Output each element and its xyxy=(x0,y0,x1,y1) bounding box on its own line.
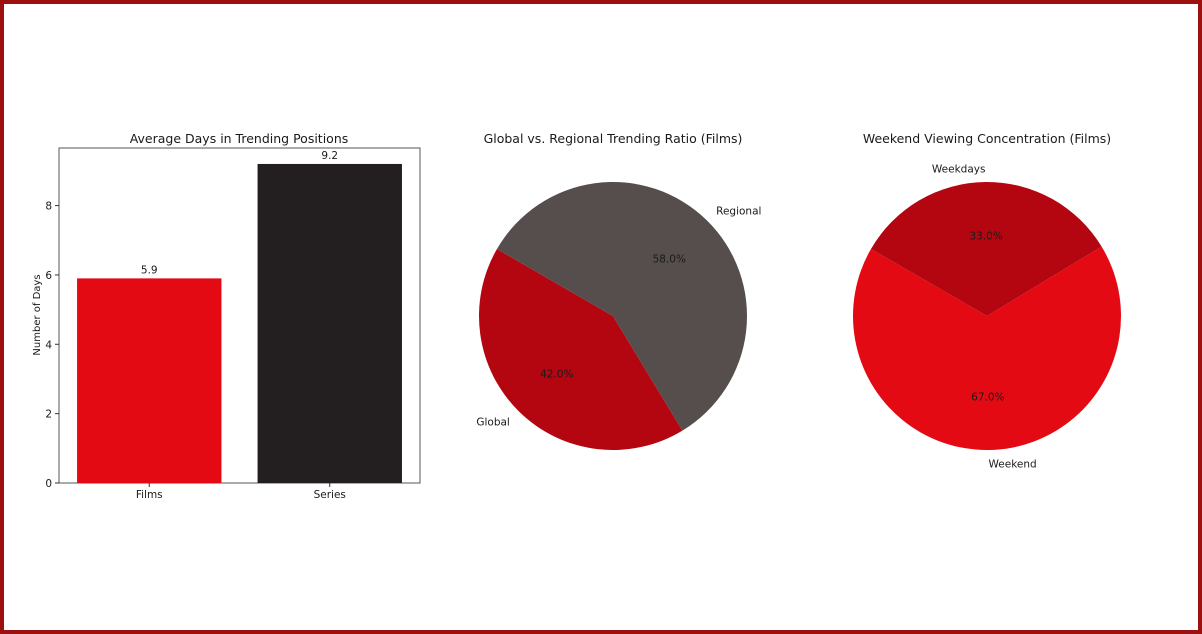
bar-chart-title: Average Days in Trending Positions xyxy=(130,131,349,146)
bar-chart-bars: 5.9 9.2 xyxy=(77,150,402,483)
bar-films xyxy=(77,278,222,483)
bar-chart: Average Days in Trending Positions 0 2 4 6 8… xyxy=(32,131,421,501)
pie-slice-weekdays xyxy=(870,182,1102,316)
x-tick-label: Series xyxy=(314,489,346,501)
bar-chart-y-axis-label: Number of Days xyxy=(32,274,43,355)
pie-slice-weekend xyxy=(852,246,1121,451)
pie-label-weekend: Weekend xyxy=(989,458,1037,470)
pie-pct-label: 33.0% xyxy=(969,231,1002,243)
pie-chart-weekend-weekdays: Weekend Viewing Concentration (Films) 67… xyxy=(852,131,1121,470)
bar-chart-plot-area xyxy=(58,147,421,484)
y-tick-label: 8 xyxy=(45,201,52,213)
pie-slice-regional xyxy=(496,181,748,431)
pie-slice-global xyxy=(479,249,683,450)
bar-chart-y-axis: 0 2 4 6 8 xyxy=(45,201,59,490)
bar-value-label: 9.2 xyxy=(321,150,338,162)
bar-value-label: 5.9 xyxy=(141,264,158,276)
bar-chart-x-axis: Films Series xyxy=(136,483,346,501)
bar-series xyxy=(257,163,402,483)
pie-label-regional: Regional xyxy=(716,206,761,218)
x-tick-label: Films xyxy=(136,489,163,501)
pie-chart-global-regional: Global vs. Regional Trending Ratio (Film… xyxy=(476,131,761,450)
pie-pct-label: 58.0% xyxy=(653,254,686,266)
pie-2-slices: 67.0% Weekend 33.0% Weekdays xyxy=(852,164,1121,470)
pie-pct-label: 67.0% xyxy=(971,391,1004,403)
y-tick-label: 2 xyxy=(45,409,52,421)
y-tick-label: 4 xyxy=(45,339,52,351)
y-tick-label: 0 xyxy=(45,478,52,490)
pie-1-title: Global vs. Regional Trending Ratio (Film… xyxy=(484,131,743,146)
pie-pct-label: 42.0% xyxy=(540,368,573,380)
y-tick-label: 6 xyxy=(45,270,52,282)
pie-1-slices: 42.0% Global 58.0% Regional xyxy=(476,181,761,450)
pie-2-title: Weekend Viewing Concentration (Films) xyxy=(863,131,1111,146)
pie-label-weekdays: Weekdays xyxy=(932,164,986,176)
pie-label-global: Global xyxy=(476,416,510,428)
